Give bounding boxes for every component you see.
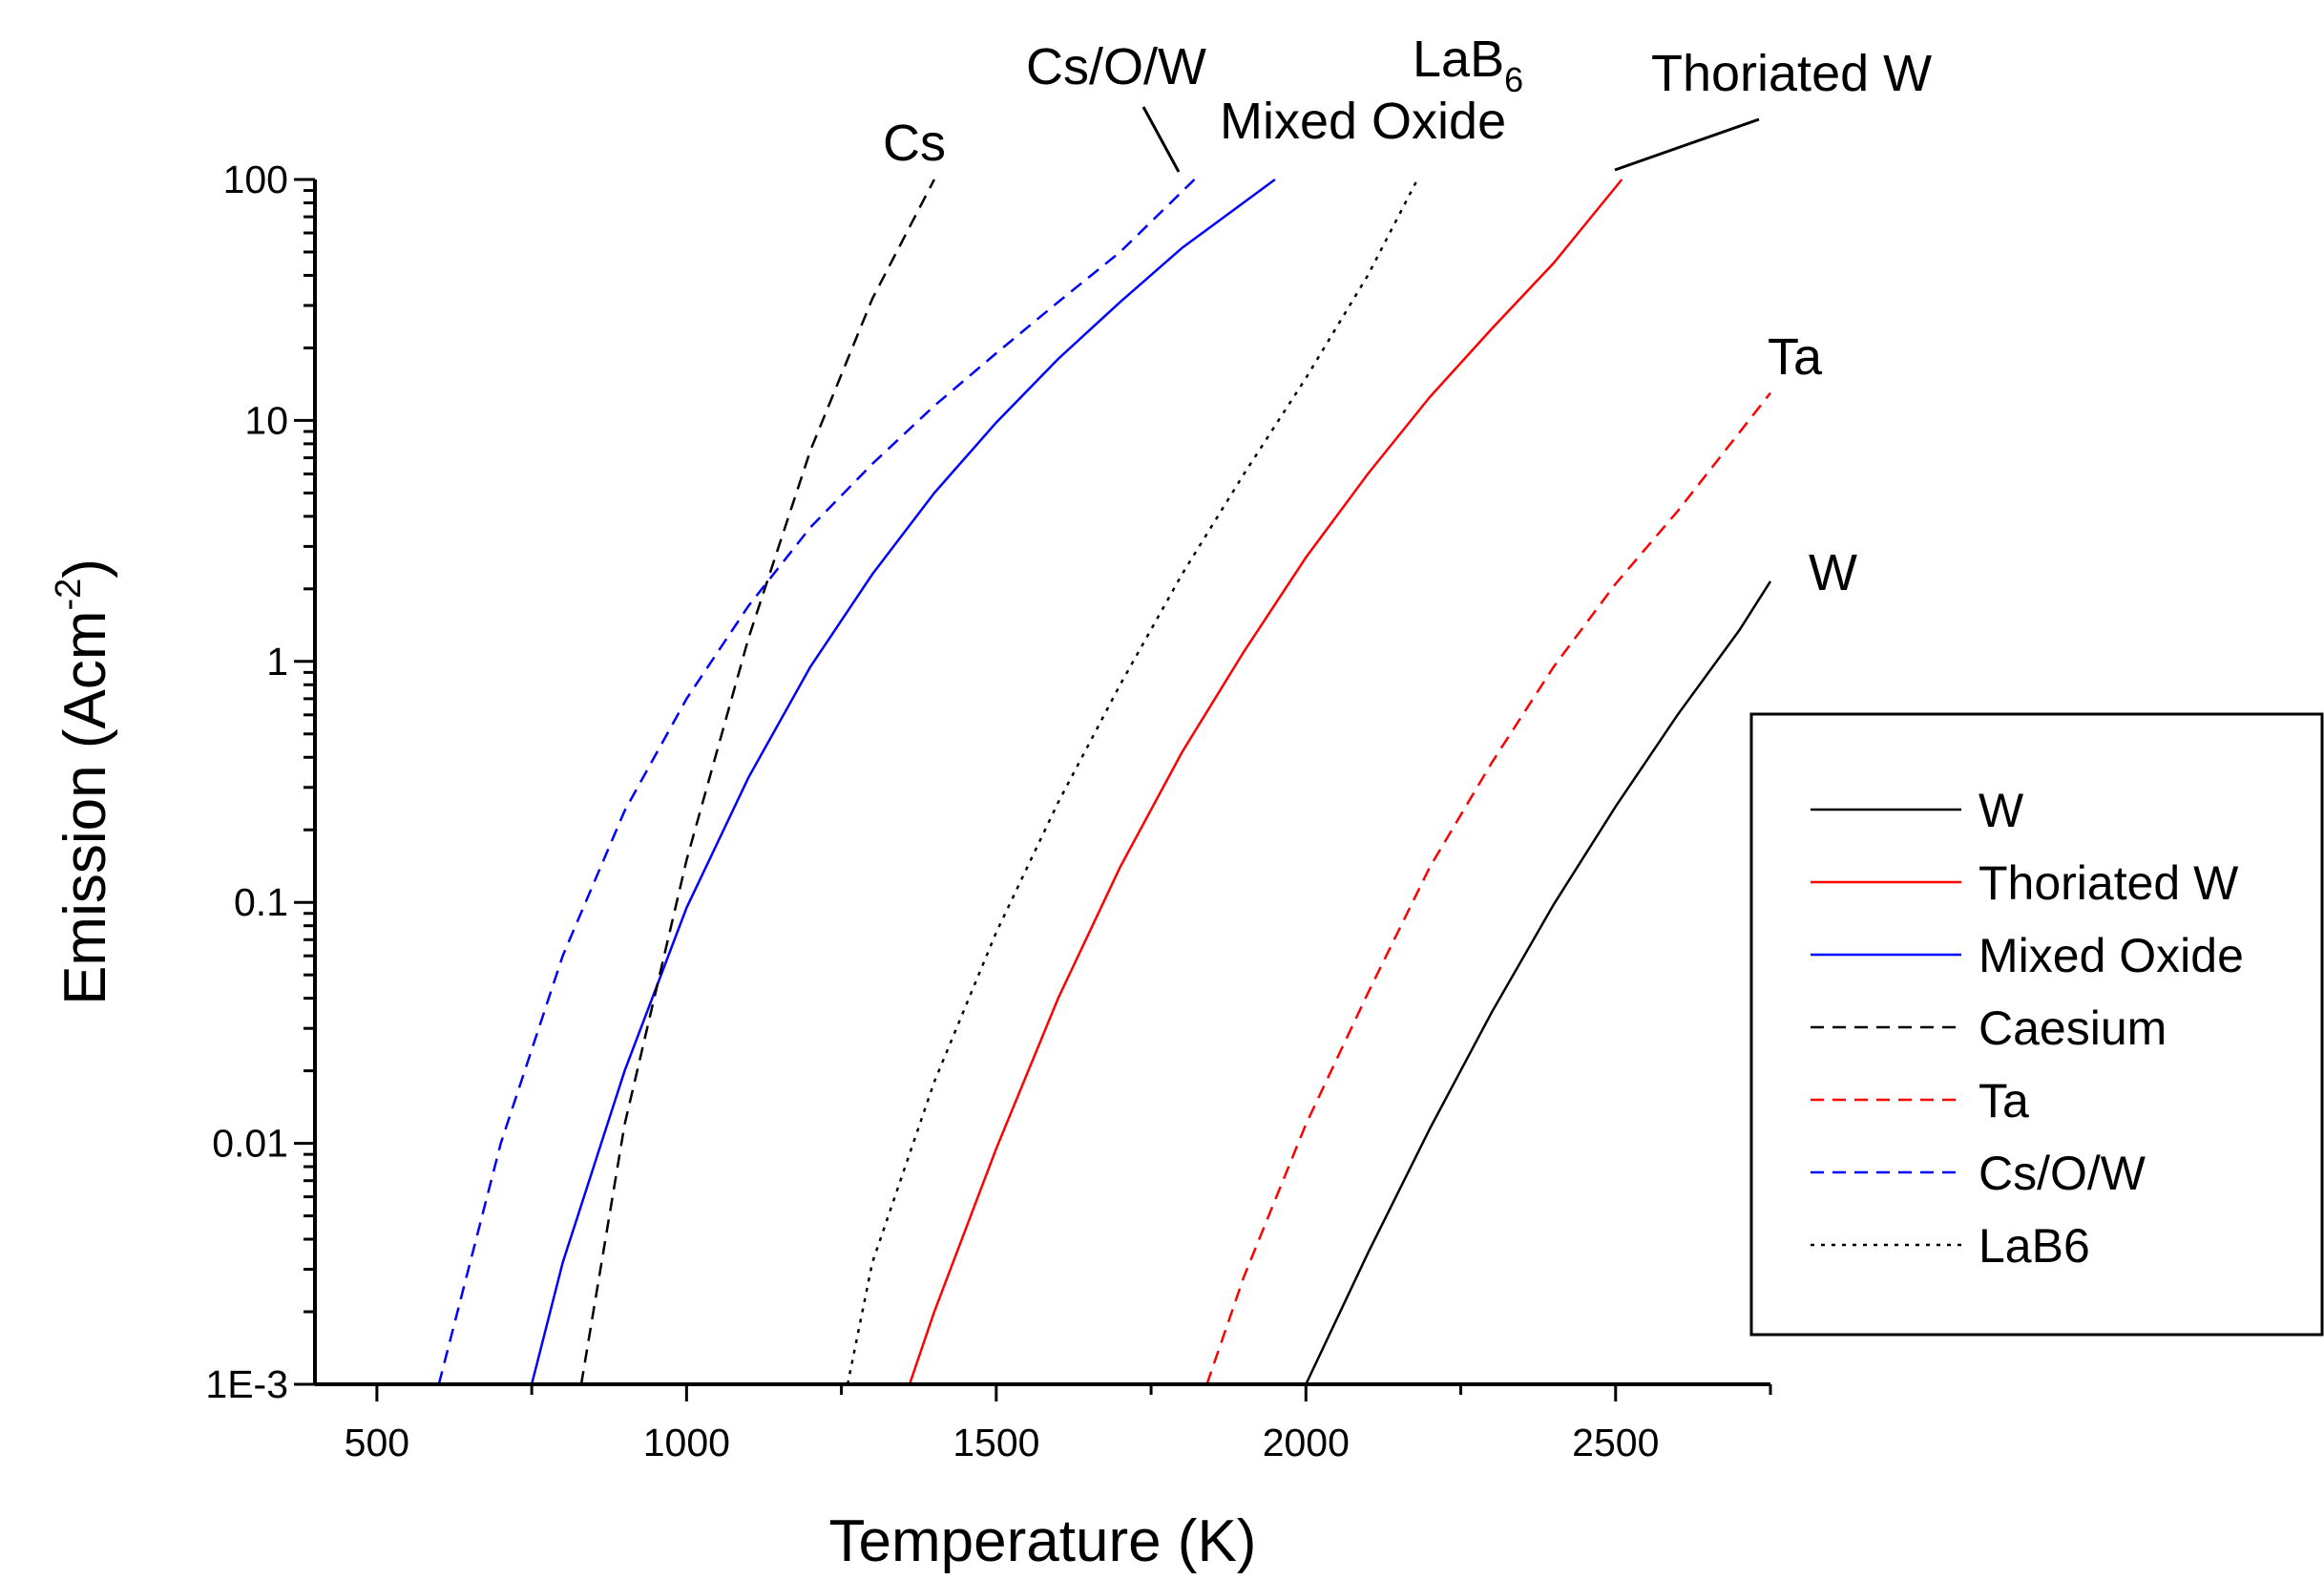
annotation-leader-line [1615, 119, 1759, 170]
y-tick-label: 1E-3 [205, 1362, 288, 1406]
x-tick-label: 500 [345, 1421, 409, 1464]
x-tick-label: 1500 [953, 1421, 1039, 1464]
series-line-w [1306, 581, 1770, 1384]
legend-label: Ta [1979, 1074, 2029, 1127]
legend-label: Cs/O/W [1979, 1147, 2146, 1200]
y-axis-title: Emission (Acm-2) [49, 558, 118, 1005]
legend-label: W [1979, 784, 2024, 837]
curve-annotation: LaB6 [1413, 31, 1523, 99]
series-line-ta [1207, 393, 1771, 1384]
curve-annotation: W [1809, 544, 1857, 601]
curve-annotation: Thoriated W [1651, 45, 1932, 102]
legend-label: Thoriated W [1979, 856, 2239, 910]
x-tick-label: 2000 [1263, 1421, 1350, 1464]
curve-annotation: Cs [883, 115, 946, 172]
legend-label: Caesium [1979, 1001, 2167, 1055]
x-ticks: 500 1000 1500 2000 2500 [345, 1384, 1770, 1464]
series-line-caesium [581, 179, 934, 1384]
y-tick-label: 0.1 [234, 880, 288, 924]
legend-label: Mixed Oxide [1979, 929, 2244, 982]
curve-annotation: Mixed Oxide [1220, 93, 1506, 150]
series-line-cs-o-w [439, 179, 1195, 1384]
legend-label: LaB6 [1979, 1219, 2090, 1273]
series-line-lab6 [848, 179, 1417, 1384]
series-line-thoriated-w [910, 179, 1622, 1384]
x-tick-label: 1000 [643, 1421, 730, 1464]
x-tick-label: 2500 [1572, 1421, 1659, 1464]
annotation-leader-line [1143, 107, 1179, 172]
y-tick-label: 1 [266, 640, 288, 684]
x-axis-title: Temperature (K) [829, 1508, 1257, 1574]
series-line-mixed-oxide [532, 179, 1275, 1384]
plot-curves [439, 179, 1770, 1384]
y-tick-label: 10 [244, 398, 288, 442]
y-ticks: 1E-3 0.01 0.1 1 10 100 [205, 158, 315, 1406]
y-tick-label: 0.01 [212, 1122, 288, 1166]
axes [315, 179, 1770, 1384]
curve-annotation: Ta [1768, 328, 1823, 386]
y-tick-label: 100 [223, 158, 288, 201]
curve-annotation: Cs/O/W [1026, 38, 1206, 95]
legend: W Thoriated W Mixed Oxide Caesium Ta Cs/O/W La… [1751, 714, 2322, 1335]
